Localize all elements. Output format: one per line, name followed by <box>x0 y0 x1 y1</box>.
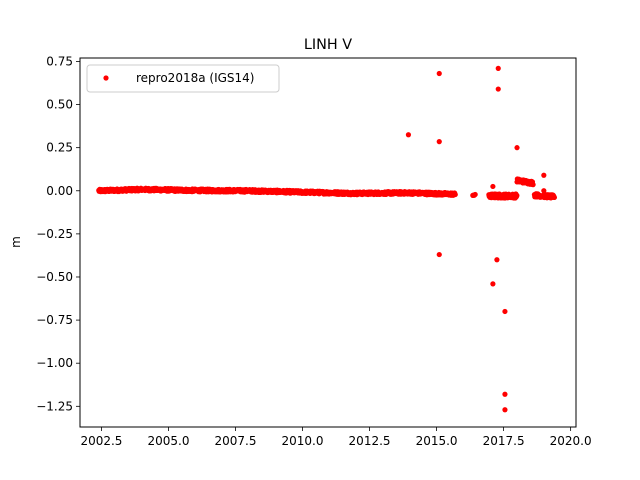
outlier-point <box>494 257 500 263</box>
outlier-point <box>514 145 520 151</box>
outlier-point <box>502 407 508 413</box>
outlier-point <box>436 70 442 77</box>
y-tick-label: 0.75 <box>46 54 73 68</box>
x-tick-label: 2012.5 <box>349 434 391 448</box>
y-tick-label: −1.25 <box>36 399 73 413</box>
x-tick-label: 2015.0 <box>416 434 458 448</box>
outlier-point <box>405 132 412 138</box>
y-tick-label: 0.50 <box>46 98 73 112</box>
outlier-point <box>490 281 496 287</box>
outlier-point <box>502 391 508 397</box>
data-points <box>96 65 557 413</box>
outlier-point <box>502 308 508 315</box>
y-tick-label: 0.00 <box>46 184 73 198</box>
y-axis-label: m <box>9 236 23 248</box>
x-tick-label: 2007.5 <box>215 434 257 448</box>
data-point <box>514 192 520 199</box>
legend-label: repro2018a (IGS14) <box>136 71 254 85</box>
y-tick-label: 0.25 <box>46 141 73 155</box>
y-tick-label: −1.00 <box>36 356 73 370</box>
data-point <box>452 191 458 198</box>
legend-box <box>86 64 280 93</box>
outlier-point <box>495 86 501 92</box>
x-tick-label: 2005.0 <box>147 434 189 448</box>
x-tick-label: 2017.5 <box>483 434 525 448</box>
legend: repro2018a (IGS14) <box>86 64 280 93</box>
data-point <box>530 182 536 188</box>
y-tick-label: −0.50 <box>36 270 73 284</box>
outlier-point <box>495 65 501 71</box>
y-tick-label: −0.75 <box>36 313 73 327</box>
outlier-point <box>436 139 442 145</box>
data-point <box>551 194 557 201</box>
chart-title: LINH V <box>304 37 352 53</box>
y-axis: 0.75 0.50 0.25 0.00 −0.25 −0.50 −0.75 −1.00 −1.2… <box>36 54 80 413</box>
outlier-point <box>436 251 442 258</box>
outlier-point <box>490 183 496 190</box>
x-tick-label: 2020.0 <box>550 434 592 448</box>
legend-marker <box>103 75 109 81</box>
y-tick-label: −0.25 <box>36 227 73 241</box>
x-axis: 2002.5 2005.0 2007.5 2010.0 2012.5 2015.0 2017… <box>80 427 592 448</box>
axes-frame <box>79 57 577 428</box>
x-tick-label: 2010.0 <box>282 434 324 448</box>
outlier-point <box>541 188 547 194</box>
outlier-point <box>471 192 477 198</box>
outlier-point <box>541 172 547 178</box>
x-tick-label: 2002.5 <box>80 434 122 448</box>
